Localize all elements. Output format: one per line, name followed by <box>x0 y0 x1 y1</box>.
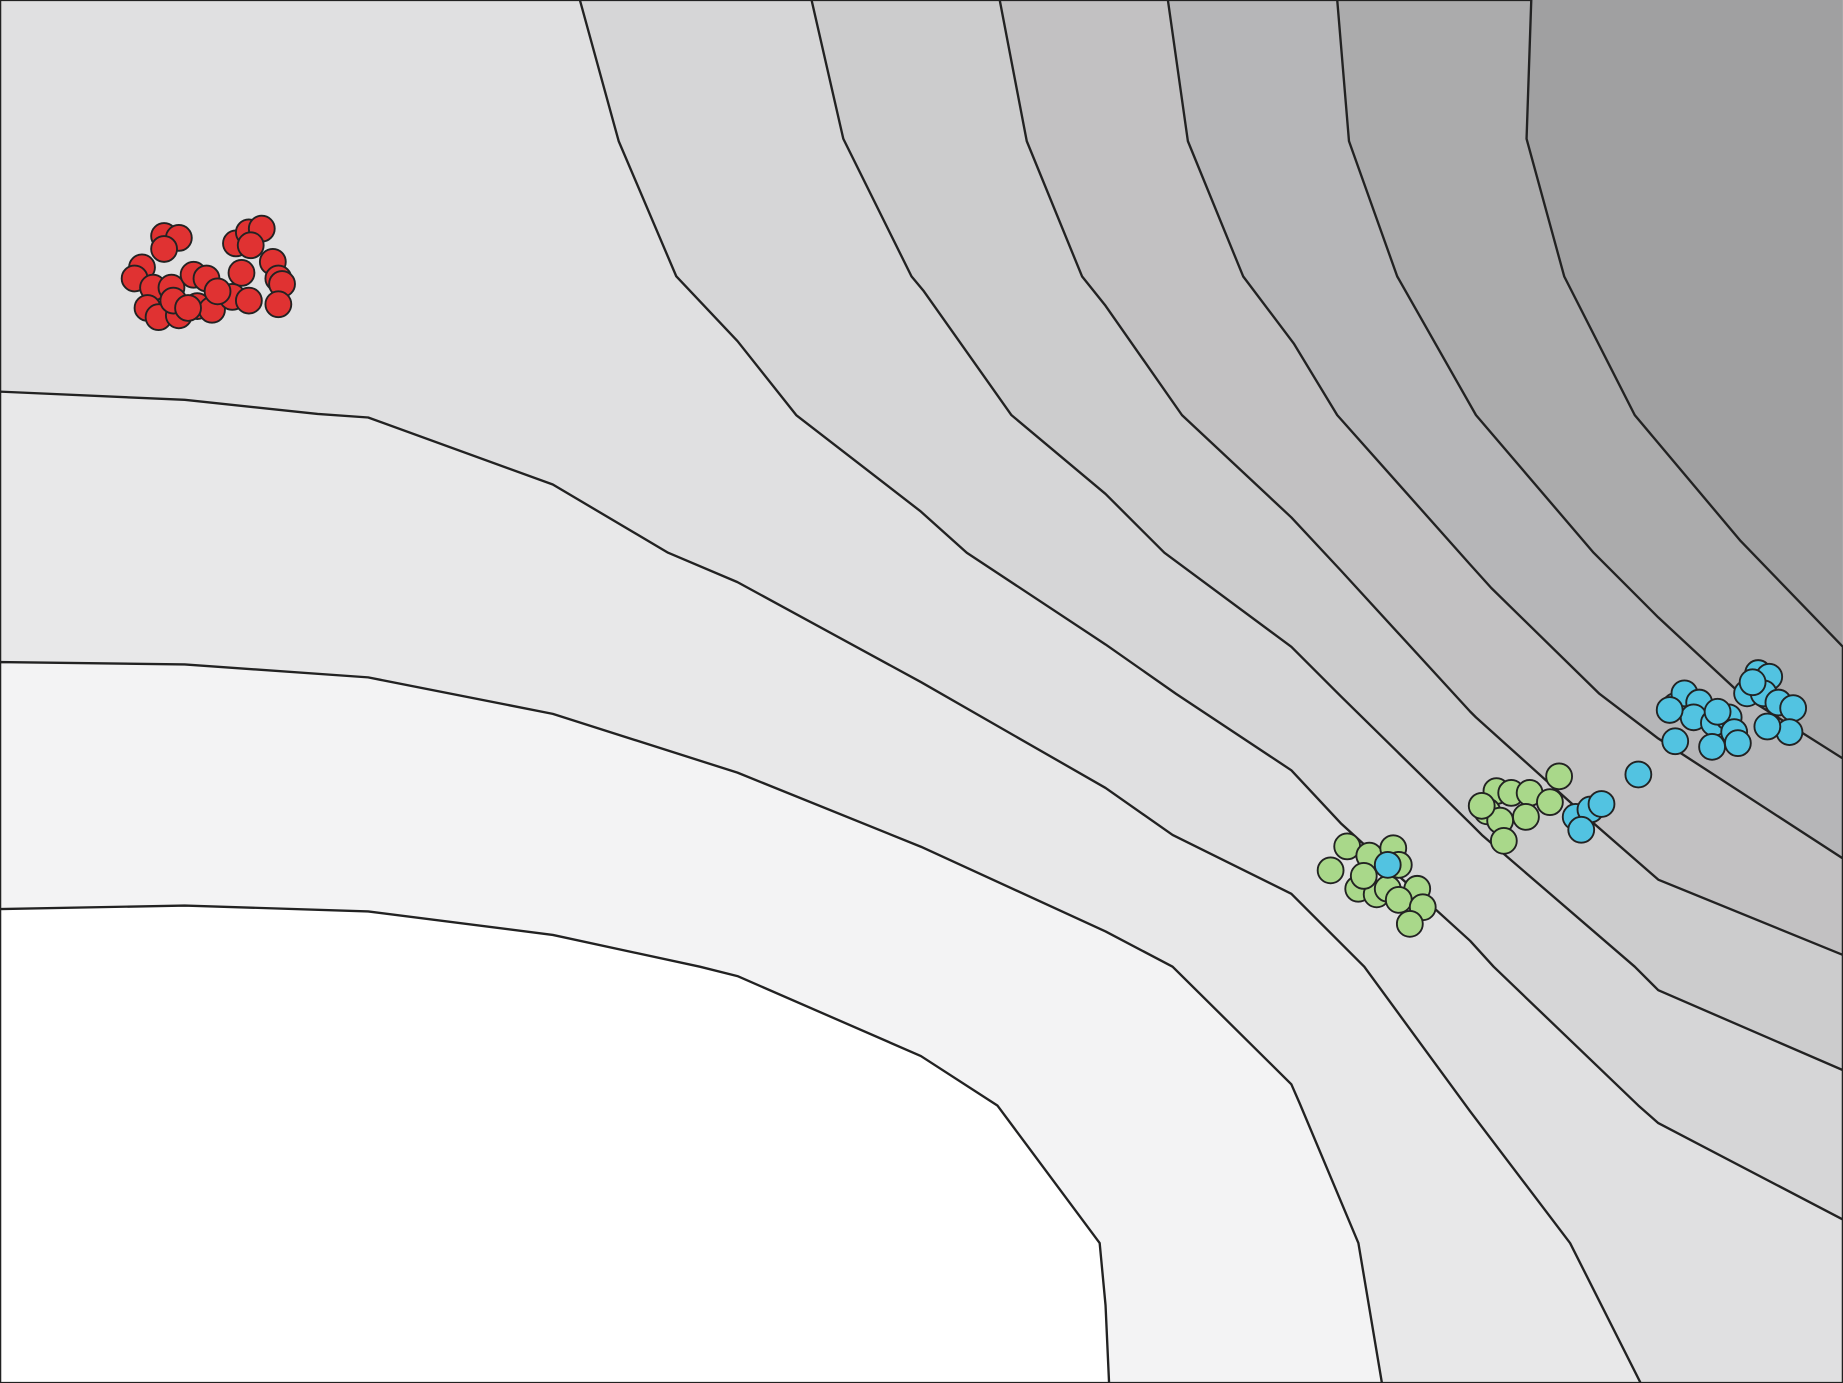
point <box>1536 788 1564 817</box>
point <box>1624 760 1653 789</box>
point <box>1779 694 1808 722</box>
point <box>1512 803 1540 831</box>
point <box>203 277 232 306</box>
point <box>150 235 178 263</box>
point <box>1655 696 1684 724</box>
point <box>1467 791 1496 820</box>
point <box>1661 727 1690 756</box>
point <box>1703 697 1732 726</box>
point <box>1349 862 1378 890</box>
points <box>120 214 1808 938</box>
point <box>1698 732 1726 761</box>
point <box>234 286 263 315</box>
point <box>236 231 265 260</box>
point <box>1384 885 1413 914</box>
point <box>264 290 293 319</box>
point <box>1738 668 1767 697</box>
point <box>1723 729 1752 758</box>
point <box>1395 909 1424 938</box>
point <box>174 294 202 322</box>
point <box>1545 762 1573 791</box>
point <box>1587 790 1616 818</box>
contour-band <box>0 904 1111 1383</box>
point <box>1753 712 1782 741</box>
point <box>1373 850 1402 879</box>
point <box>1489 826 1518 855</box>
point <box>227 259 256 287</box>
point <box>1316 856 1345 885</box>
point <box>1567 815 1596 844</box>
